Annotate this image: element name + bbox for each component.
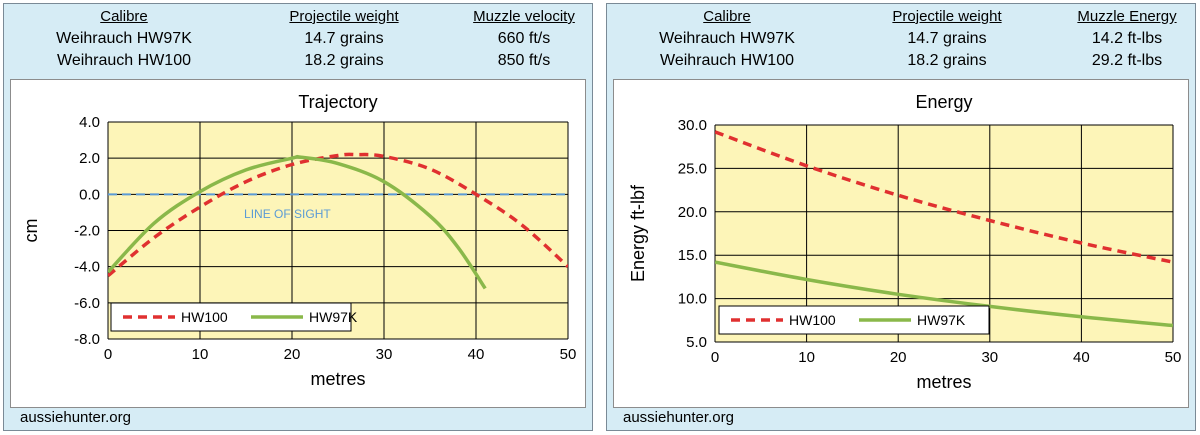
y-tick-label: 0.0: [79, 186, 100, 203]
x-tick-label: 50: [1165, 349, 1182, 366]
y-tick-label: -2.0: [74, 223, 100, 240]
x-tick-label: 0: [711, 349, 719, 366]
table-cell: 29.2 ft-lbs: [1091, 52, 1163, 69]
x-tick-label: 50: [560, 346, 577, 363]
table-row: Weihrauch HW100 18.2 grains 850 ft/s: [4, 52, 592, 74]
table-cell: Weihrauch HW97K: [659, 30, 795, 47]
y-axis-label: cm: [21, 219, 41, 243]
table-row: Weihrauch HW97K 14.7 grains 14.2 ft-lbs: [607, 30, 1195, 52]
table-cell: Weihrauch HW100: [57, 52, 191, 69]
x-axis-label: metres: [310, 369, 365, 389]
table-row: Weihrauch HW97K 14.7 grains 660 ft/s: [4, 30, 592, 52]
table-cell: Weihrauch HW100: [660, 52, 794, 69]
energy-chart-frame: 0 10 20 30 40 50 5.0 10.0 15.0 20.0 25.0 30.0 Energy…: [613, 79, 1189, 408]
column-header-energy: Muzzle Energy: [1077, 8, 1177, 25]
trajectory-chart: 0 10 20 30 40 50 -8.0 -6.0 -4.0 -2.0 0.0 2.0 4.0 LINE…: [21, 92, 577, 389]
table-cell: 660 ft/s: [497, 30, 551, 47]
table-row: Weihrauch HW100 18.2 grains 29.2 ft-lbs: [607, 52, 1195, 74]
column-header-weight: Projectile weight: [892, 8, 1002, 25]
x-tick-label: 10: [798, 349, 815, 366]
spec-table-header: Calibre Projectile weight Muzzle Energy: [607, 8, 1195, 30]
legend-label-hw100: HW100: [789, 312, 836, 328]
x-tick-label: 20: [890, 349, 907, 366]
energy-chart: 0 10 20 30 40 50 5.0 10.0 15.0 20.0 25.0 30.0 Energy…: [628, 92, 1182, 392]
y-tick-label: 5.0: [686, 334, 707, 351]
table-cell: 18.2 grains: [907, 52, 987, 69]
spec-table: Calibre Projectile weight Muzzle velocit…: [4, 6, 592, 76]
legend-box: [110, 302, 352, 332]
trajectory-panel: Calibre Projectile weight Muzzle velocit…: [3, 3, 593, 431]
x-tick-label: 40: [1073, 349, 1090, 366]
table-cell: 14.7 grains: [907, 30, 987, 47]
line-of-sight-label: LINE OF SIGHT: [244, 207, 331, 221]
y-tick-label: 15.0: [678, 247, 707, 264]
chart-title: Energy: [915, 92, 972, 112]
x-tick-label: 10: [192, 346, 209, 363]
column-header-velocity: Muzzle velocity: [473, 8, 575, 25]
y-tick-label: 30.0: [678, 117, 707, 134]
trajectory-chart-frame: 0 10 20 30 40 50 -8.0 -6.0 -4.0 -2.0 0.0 2.0 4.0 LINE…: [10, 79, 586, 408]
footer-credit[interactable]: aussiehunter.org: [623, 409, 734, 426]
y-tick-label: 4.0: [79, 114, 100, 131]
footer-credit[interactable]: aussiehunter.org: [20, 409, 131, 426]
x-tick-label: 30: [376, 346, 393, 363]
y-tick-label: -6.0: [74, 295, 100, 312]
chart-title: Trajectory: [298, 92, 377, 112]
y-tick-label: 10.0: [678, 291, 707, 308]
column-header-weight: Projectile weight: [289, 8, 399, 25]
table-cell: 18.2 grains: [304, 52, 384, 69]
energy-panel: Calibre Projectile weight Muzzle Energy …: [606, 3, 1196, 431]
column-header-calibre: Calibre: [100, 8, 148, 25]
series-line-hw97k: [715, 260, 1173, 328]
y-tick-label: 20.0: [678, 204, 707, 221]
table-cell: 14.2 ft-lbs: [1091, 30, 1163, 47]
y-tick-label: -8.0: [74, 331, 100, 348]
x-tick-label: 40: [468, 346, 485, 363]
y-tick-label: 2.0: [79, 150, 100, 167]
legend-label-hw100: HW100: [181, 309, 228, 325]
table-cell: 14.7 grains: [304, 30, 384, 47]
table-cell: 850 ft/s: [497, 52, 551, 69]
spec-table: Calibre Projectile weight Muzzle Energy …: [607, 6, 1195, 76]
table-cell: Weihrauch HW97K: [56, 30, 192, 47]
y-tick-label: -4.0: [74, 259, 100, 276]
series-line-hw97k: [108, 154, 487, 290]
x-tick-label: 0: [104, 346, 112, 363]
series-line-hw100: [108, 152, 568, 278]
column-header-calibre: Calibre: [703, 8, 751, 25]
x-tick-label: 20: [284, 346, 301, 363]
legend-box: [718, 305, 990, 335]
spec-table-header: Calibre Projectile weight Muzzle velocit…: [4, 8, 592, 30]
legend-label-hw97k: HW97K: [309, 309, 358, 325]
y-axis-label: Energy ft-lbf: [628, 184, 648, 282]
x-axis-label: metres: [916, 372, 971, 392]
legend-label-hw97k: HW97K: [917, 312, 966, 328]
x-tick-label: 30: [981, 349, 998, 366]
series-line-hw100: [715, 130, 1173, 264]
y-tick-label: 25.0: [678, 160, 707, 177]
